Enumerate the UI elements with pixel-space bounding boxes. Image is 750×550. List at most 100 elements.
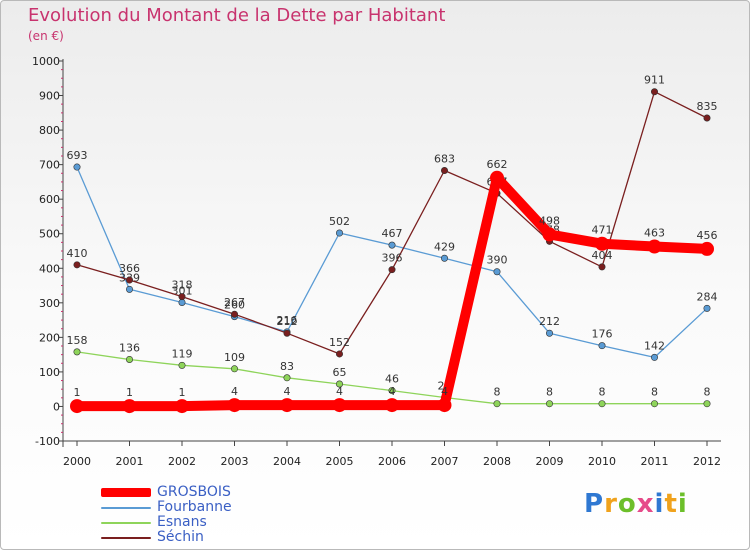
data-label: 396 bbox=[382, 252, 403, 265]
x-tick-label: 2007 bbox=[431, 455, 459, 468]
data-label: 662 bbox=[487, 158, 508, 171]
data-point bbox=[284, 330, 290, 336]
data-point bbox=[595, 237, 609, 251]
data-label: 366 bbox=[119, 262, 140, 275]
data-label: 4 bbox=[336, 385, 343, 398]
data-label: 176 bbox=[592, 328, 613, 341]
data-point bbox=[543, 227, 557, 241]
data-label: 693 bbox=[67, 149, 88, 162]
y-tick-label: 700 bbox=[39, 159, 60, 172]
data-label: 429 bbox=[434, 240, 455, 253]
y-tick-label: 800 bbox=[39, 124, 60, 137]
data-point bbox=[494, 400, 500, 406]
data-point bbox=[74, 262, 80, 268]
data-label: 318 bbox=[172, 279, 193, 292]
legend-swatch bbox=[101, 507, 151, 509]
data-point bbox=[704, 115, 710, 121]
data-label: 404 bbox=[592, 249, 613, 262]
data-label: 8 bbox=[704, 386, 711, 399]
data-label: 498 bbox=[539, 214, 560, 227]
data-point bbox=[336, 230, 342, 236]
data-point bbox=[333, 398, 347, 412]
data-label: 46 bbox=[385, 373, 399, 386]
data-point bbox=[494, 269, 500, 275]
data-label: 4 bbox=[231, 385, 238, 398]
data-label: 1 bbox=[74, 386, 81, 399]
data-label: 4 bbox=[284, 385, 291, 398]
data-label: 8 bbox=[494, 386, 501, 399]
data-label: 284 bbox=[697, 290, 718, 303]
data-point bbox=[648, 240, 662, 254]
x-tick-label: 2005 bbox=[326, 455, 354, 468]
data-label: 152 bbox=[329, 336, 350, 349]
data-point bbox=[231, 311, 237, 317]
data-label: 463 bbox=[644, 227, 665, 240]
data-label: 1 bbox=[179, 386, 186, 399]
data-label: 835 bbox=[697, 100, 718, 113]
data-label: 142 bbox=[644, 339, 665, 352]
data-point bbox=[385, 398, 399, 412]
data-point bbox=[651, 354, 657, 360]
data-point bbox=[179, 293, 185, 299]
legend-label: GROSBOIS bbox=[157, 484, 231, 500]
y-tick-label: -100 bbox=[35, 435, 60, 448]
data-label: 467 bbox=[382, 227, 403, 240]
data-point bbox=[179, 362, 185, 368]
legend-item-fourbanne: Fourbanne bbox=[101, 500, 361, 515]
data-label: 502 bbox=[329, 215, 350, 228]
data-label: 212 bbox=[277, 315, 298, 328]
logo-letter: i bbox=[678, 489, 688, 519]
data-point bbox=[389, 242, 395, 248]
data-point bbox=[490, 171, 504, 185]
logo-letter: r bbox=[604, 489, 618, 519]
data-label: 390 bbox=[487, 254, 508, 267]
data-label: 212 bbox=[539, 315, 560, 328]
x-tick-label: 2002 bbox=[168, 455, 196, 468]
chart-frame: Evolution du Montant de la Dette par Hab… bbox=[0, 0, 750, 550]
data-point bbox=[74, 164, 80, 170]
line-chart: -100010020030040050060070080090010002000… bbox=[1, 1, 750, 550]
y-tick-label: 200 bbox=[39, 331, 60, 344]
data-label: 109 bbox=[224, 351, 245, 364]
y-tick-label: 300 bbox=[39, 297, 60, 310]
data-label: 8 bbox=[651, 386, 658, 399]
data-point bbox=[700, 242, 714, 256]
data-point bbox=[704, 305, 710, 311]
legend-item-grosbois: GROSBOIS bbox=[101, 485, 361, 500]
data-point bbox=[389, 266, 395, 272]
data-label: 471 bbox=[592, 224, 613, 237]
y-tick-label: 600 bbox=[39, 193, 60, 206]
data-point bbox=[284, 375, 290, 381]
data-point bbox=[280, 398, 294, 412]
data-point bbox=[704, 400, 710, 406]
data-point bbox=[441, 255, 447, 261]
series-line-séchin bbox=[77, 92, 707, 354]
legend-label: Fourbanne bbox=[157, 499, 232, 515]
y-tick-label: 500 bbox=[39, 228, 60, 241]
y-tick-label: 400 bbox=[39, 262, 60, 275]
legend: GROSBOIS Fourbanne Esnans Séchin bbox=[101, 485, 361, 545]
data-point bbox=[546, 330, 552, 336]
data-label: 119 bbox=[172, 347, 193, 360]
x-tick-label: 2006 bbox=[378, 455, 406, 468]
x-tick-label: 2009 bbox=[536, 455, 564, 468]
data-point bbox=[123, 399, 137, 413]
x-tick-label: 2004 bbox=[273, 455, 301, 468]
data-point bbox=[70, 399, 84, 413]
data-point bbox=[179, 299, 185, 305]
proxiti-logo: Proxiti bbox=[584, 489, 688, 519]
legend-swatch bbox=[101, 488, 151, 497]
data-point bbox=[438, 398, 452, 412]
data-label: 410 bbox=[67, 247, 88, 260]
data-point bbox=[336, 351, 342, 357]
logo-letter: o bbox=[618, 489, 637, 519]
data-point bbox=[228, 398, 242, 412]
logo-letter: P bbox=[584, 489, 604, 519]
x-tick-label: 2001 bbox=[116, 455, 144, 468]
data-label: 1 bbox=[126, 386, 133, 399]
data-point bbox=[175, 399, 189, 413]
data-point bbox=[126, 356, 132, 362]
data-point bbox=[74, 349, 80, 355]
logo-letter: i bbox=[655, 489, 665, 519]
data-label: 65 bbox=[333, 366, 347, 379]
